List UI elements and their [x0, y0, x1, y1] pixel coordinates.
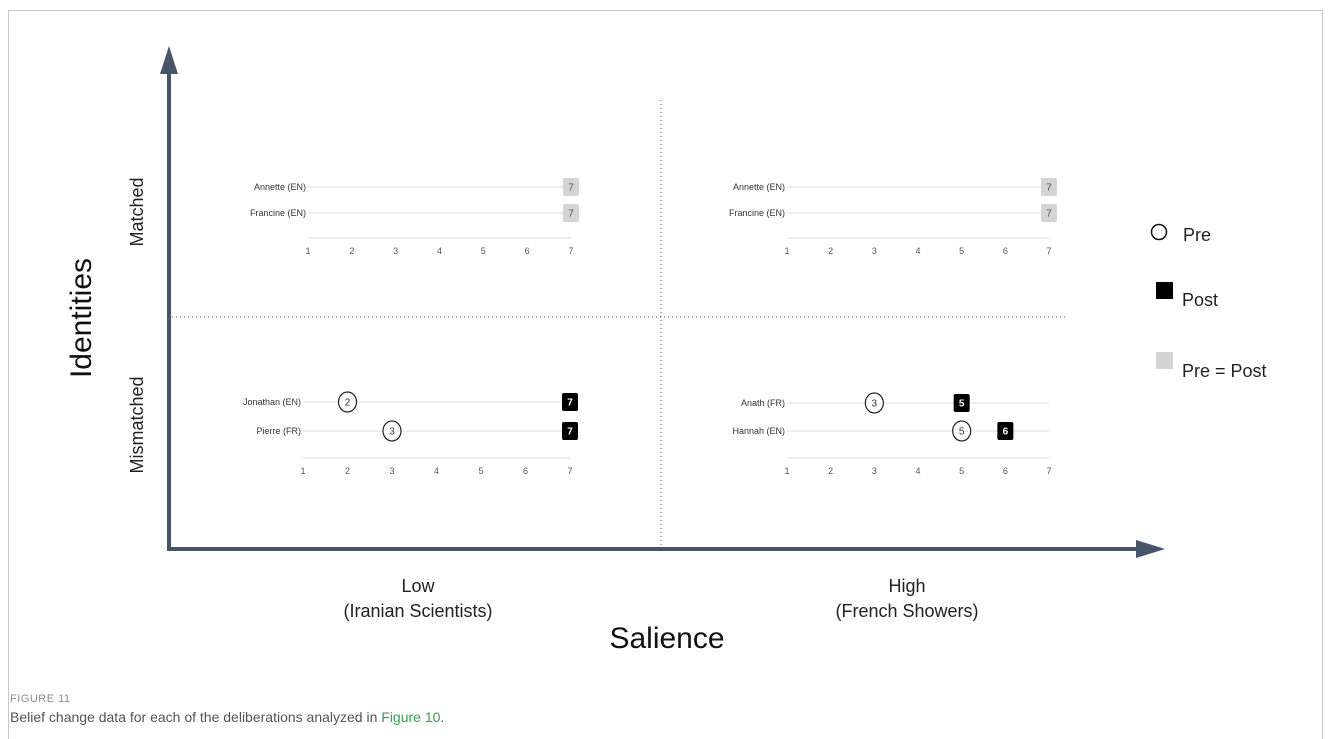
scale-tick-label: 4	[437, 246, 442, 256]
participant-name-label: Anath (FR)	[741, 398, 785, 408]
scale-tick-label: 2	[345, 466, 350, 476]
scale-tick-label: 7	[1047, 466, 1052, 476]
y-axis-title: Identities	[65, 258, 98, 378]
pre-equals-post-marker	[1041, 204, 1058, 222]
scale-tick-label: 5	[959, 246, 964, 256]
scale-tick-label: 1	[305, 246, 310, 256]
scale-tick-label: 6	[1003, 246, 1008, 256]
pre-equals-post-marker	[562, 204, 579, 222]
post-marker	[953, 394, 970, 412]
scale-tick-label: 2	[828, 466, 833, 476]
scale-tick-label: 7	[568, 246, 573, 256]
caption-text: Belief change data for each of the delib…	[10, 709, 382, 725]
pre-equals-post-value: 7	[568, 183, 574, 194]
scale-tick-label: 5	[959, 466, 964, 476]
pre-equals-post-value: 7	[1046, 183, 1052, 194]
participant-name-label: Annette (EN)	[733, 182, 785, 192]
caption-end: .	[440, 709, 445, 725]
legend-same-marker	[1156, 352, 1173, 369]
scale-tick-label: 1	[300, 466, 305, 476]
post-marker	[997, 422, 1014, 440]
scale-tick-label: 7	[567, 466, 572, 476]
scale-tick-label: 1	[784, 246, 789, 256]
scale-tick-label: 2	[828, 246, 833, 256]
y-category-label: Mismatched	[127, 376, 147, 473]
legend-post-marker	[1156, 282, 1173, 299]
post-value: 5	[959, 399, 965, 410]
scale-tick-label: 3	[393, 246, 398, 256]
pre-value: 2	[345, 398, 351, 409]
x-category-label: (French Showers)	[835, 601, 978, 621]
pre-value: 3	[389, 427, 395, 438]
figure-label: FIGURE 11	[10, 693, 71, 705]
scale-tick-label: 2	[349, 246, 354, 256]
participant-name-label: Annette (EN)	[254, 182, 306, 192]
scale-tick-label: 5	[478, 466, 483, 476]
participant-name-label: Francine (EN)	[729, 208, 785, 218]
scale-tick-label: 4	[916, 466, 921, 476]
legend-pre-marker	[1150, 223, 1168, 241]
x-category-label: Low	[401, 576, 435, 596]
y-category-label: Matched	[127, 177, 147, 246]
scale-tick-label: 1	[784, 466, 789, 476]
scale-tick-label: 3	[872, 246, 877, 256]
legend-post-label: Post	[1182, 290, 1218, 310]
pre-marker	[337, 391, 358, 413]
scale-tick-label: 6	[1003, 466, 1008, 476]
pre-marker	[382, 420, 402, 442]
pre-equals-post-value: 7	[1046, 209, 1052, 220]
belief-change-chart: Salience Identities Low (Iranian Scientists…	[65, 46, 1267, 655]
participant-name-label: Pierre (FR)	[257, 426, 302, 436]
figure-10-link[interactable]: Figure 10	[381, 709, 441, 725]
pre-marker	[952, 420, 972, 442]
pre-value: 3	[872, 399, 878, 410]
scale-tick-label: 3	[389, 466, 394, 476]
participant-name-label: Jonathan (EN)	[243, 397, 301, 407]
scale-tick-label: 6	[523, 466, 528, 476]
pre-equals-post-marker	[562, 178, 579, 196]
participant-name-label: Francine (EN)	[250, 208, 306, 218]
pre-value: 5	[959, 427, 965, 438]
legend-pre-label: Pre	[1183, 225, 1211, 245]
scale-tick-label: 7	[1047, 246, 1052, 256]
figure-caption: Belief change data for each of the delib…	[10, 709, 444, 725]
x-category-label: High	[888, 576, 925, 596]
pre-marker	[864, 392, 884, 414]
post-marker	[562, 393, 578, 411]
y-axis-arrow	[160, 46, 178, 74]
scale-tick-label: 4	[916, 246, 921, 256]
pre-equals-post-value: 7	[568, 209, 574, 220]
x-category-label: (Iranian Scientists)	[343, 601, 492, 621]
post-value: 7	[567, 398, 573, 409]
pre-equals-post-marker	[1041, 178, 1058, 196]
scale-tick-label: 3	[872, 466, 877, 476]
participant-name-label: Hannah (EN)	[732, 426, 785, 436]
x-axis-title: Salience	[609, 622, 724, 655]
post-marker	[562, 422, 578, 440]
figure-frame	[8, 10, 1323, 739]
scale-tick-label: 6	[525, 246, 530, 256]
x-axis-arrow	[1136, 540, 1165, 558]
scale-tick-label: 4	[434, 466, 439, 476]
legend-same-label: Pre = Post	[1182, 361, 1267, 381]
scale-tick-label: 5	[481, 246, 486, 256]
post-value: 6	[1003, 427, 1009, 438]
post-value: 7	[567, 427, 573, 438]
